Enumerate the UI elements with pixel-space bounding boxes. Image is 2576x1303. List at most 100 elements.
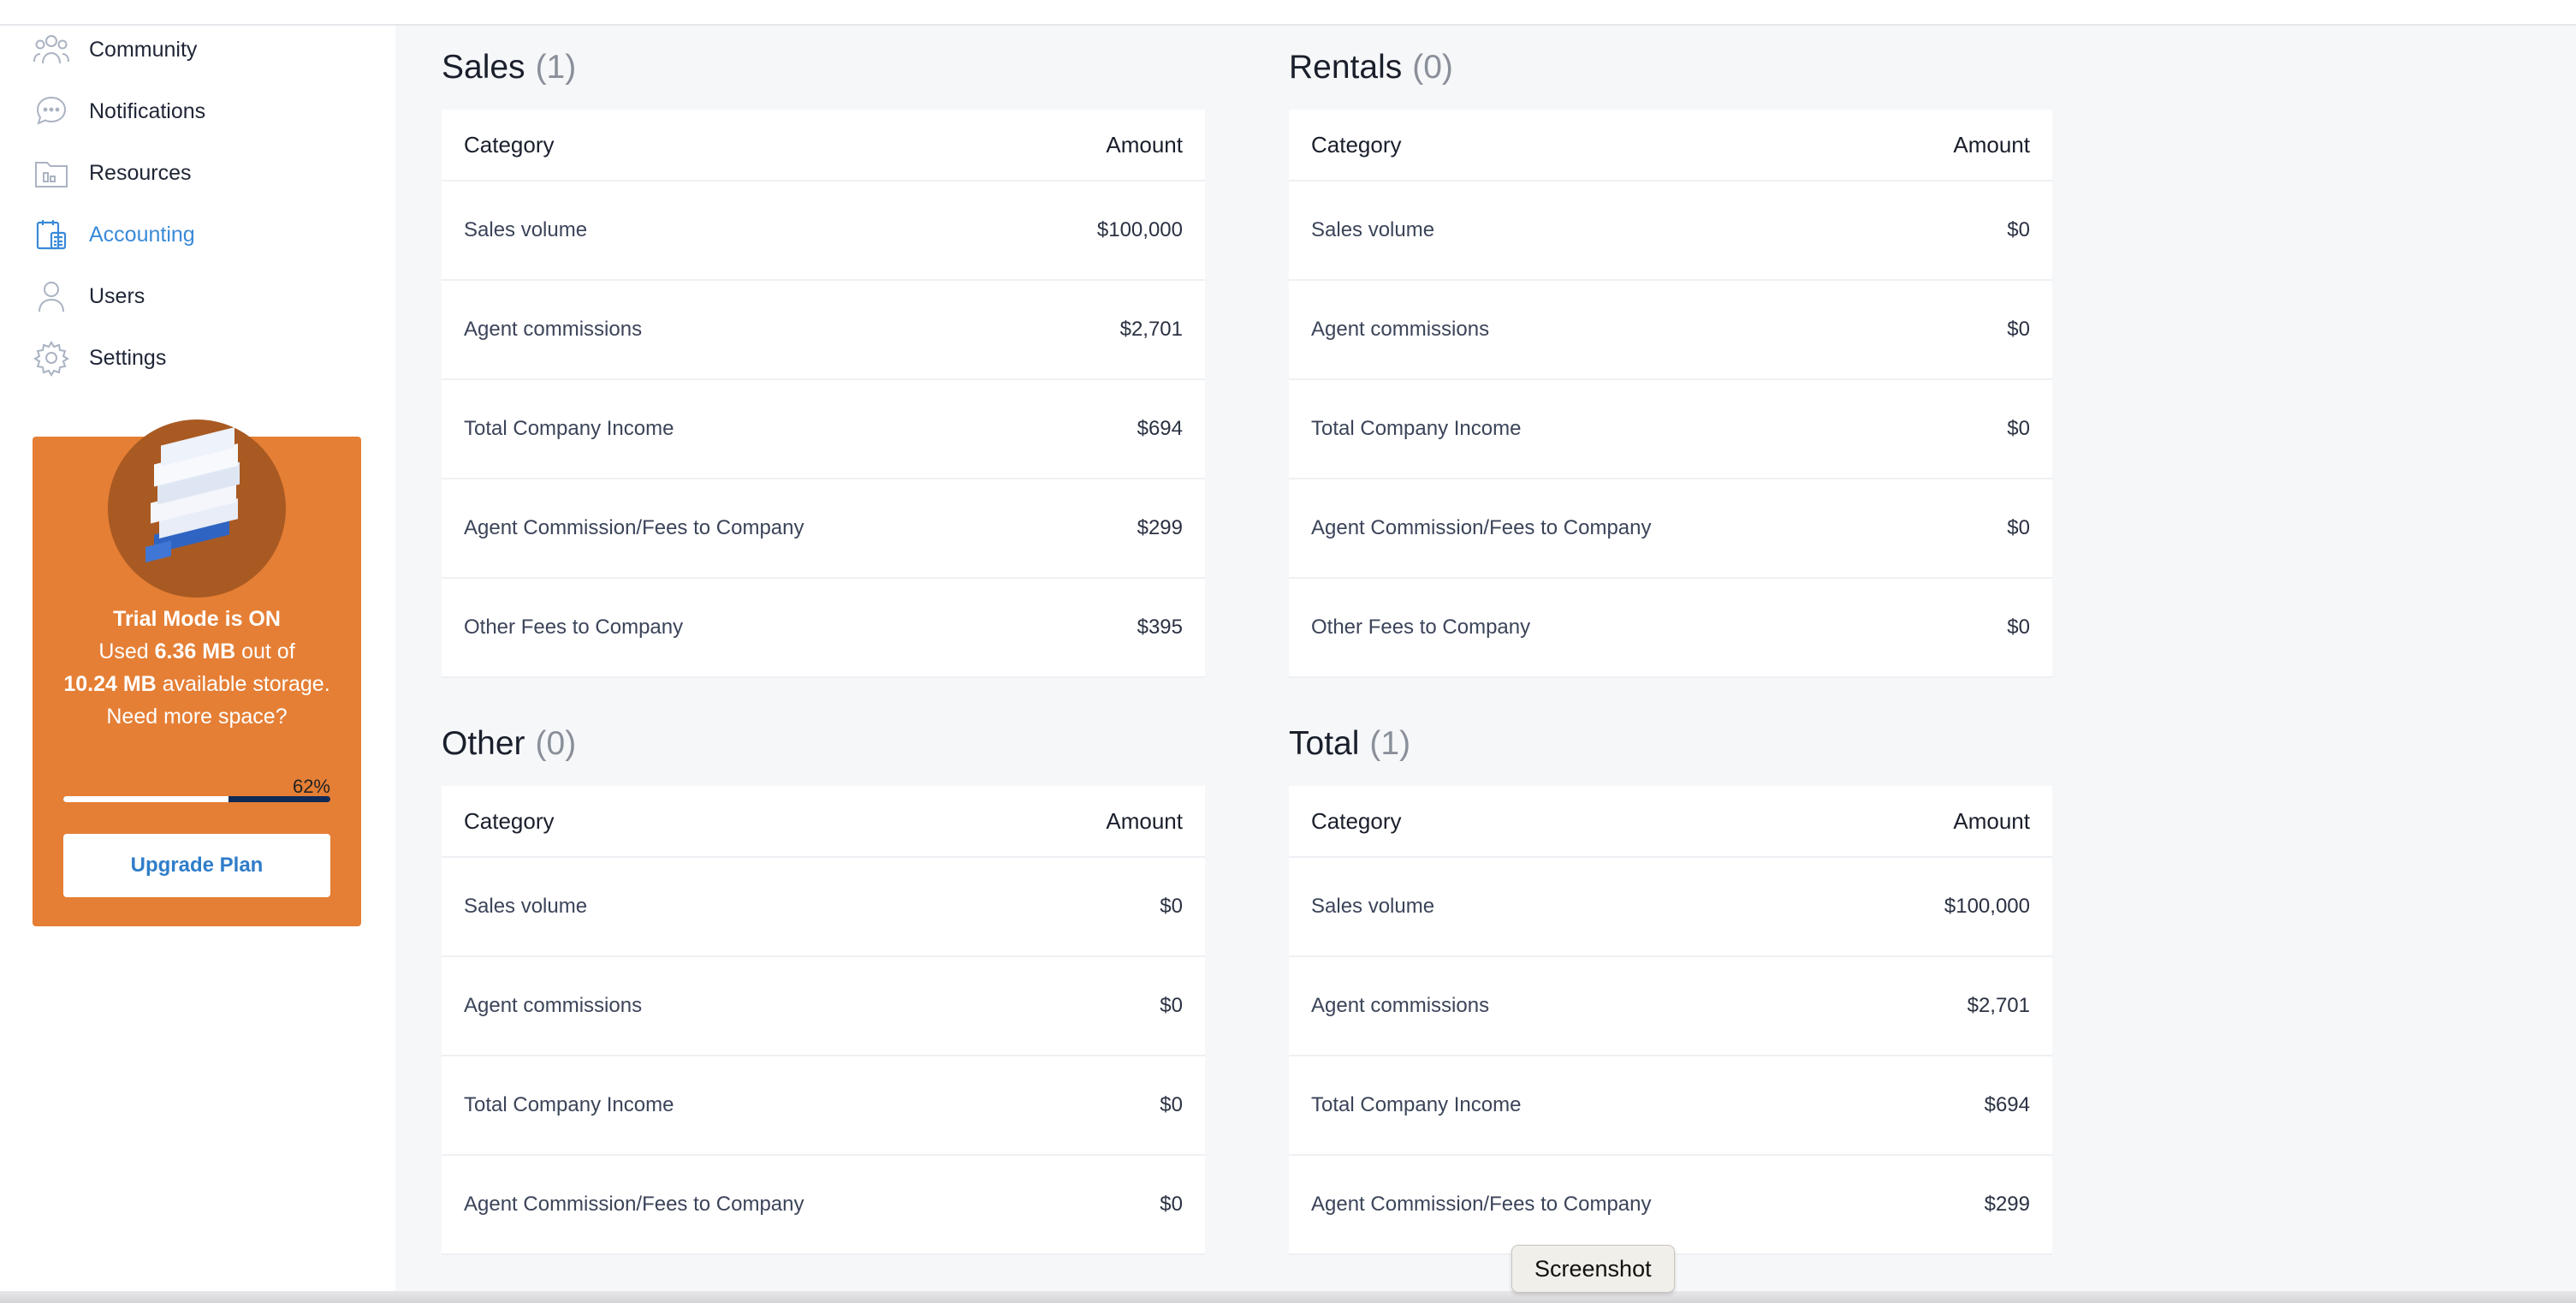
table-header: Category Amount bbox=[442, 110, 1205, 181]
row-category: Other Fees to Company bbox=[1311, 616, 1531, 639]
row-amount: $0 bbox=[1160, 994, 1183, 1017]
row-amount: $0 bbox=[1160, 895, 1183, 918]
sidebar-item-accounting[interactable]: Accounting bbox=[33, 212, 375, 257]
section-title: Rentals (0) bbox=[1289, 26, 2052, 110]
section-count: (1) bbox=[1369, 725, 1411, 762]
sidebar: Community Notifications Resources Accoun… bbox=[0, 26, 395, 1291]
storage-progress-track bbox=[63, 796, 330, 802]
sidebar-item-resources[interactable]: Resources bbox=[33, 151, 375, 195]
table-row: Sales volume $100,000 bbox=[442, 181, 1205, 281]
row-category: Agent commissions bbox=[1311, 318, 1490, 341]
table-row: Agent Commission/Fees to Company $0 bbox=[1289, 479, 2052, 579]
table-row: Other Fees to Company $0 bbox=[1289, 579, 2052, 678]
section-count: (0) bbox=[535, 725, 577, 762]
table-header: Category Amount bbox=[1289, 786, 2052, 858]
section-title-text: Rentals bbox=[1289, 49, 1403, 86]
sidebar-item-label: Users bbox=[89, 283, 145, 308]
table-header: Category Amount bbox=[1289, 110, 2052, 181]
row-amount: $0 bbox=[2007, 616, 2030, 639]
table-row: Other Fees to Company $395 bbox=[442, 579, 1205, 678]
total-section: Total (1) Category Amount Sales volume $1… bbox=[1289, 702, 2052, 1255]
community-icon bbox=[33, 31, 70, 68]
browser-top-bar bbox=[0, 0, 2576, 26]
row-amount: $0 bbox=[2007, 218, 2030, 241]
users-icon bbox=[33, 277, 70, 315]
row-category: Total Company Income bbox=[464, 1093, 674, 1116]
row-category: Total Company Income bbox=[1311, 1093, 1522, 1116]
row-amount: $299 bbox=[1984, 1193, 2030, 1216]
row-amount: $0 bbox=[1160, 1193, 1183, 1216]
row-amount: $2,701 bbox=[1119, 318, 1183, 341]
sales-table: Category Amount Sales volume $100,000 Age… bbox=[442, 110, 1205, 678]
row-amount: $2,701 bbox=[1967, 994, 2030, 1017]
category-header: Category bbox=[1311, 807, 1402, 834]
trial-message: Trial Mode is ON Used 6.36 MB out of 10.… bbox=[33, 603, 361, 733]
trial-title: Trial Mode is ON bbox=[113, 607, 281, 631]
rentals-table: Category Amount Sales volume $0 Agent com… bbox=[1289, 110, 2052, 678]
row-amount: $100,000 bbox=[1944, 895, 2030, 918]
screenshot-tooltip: Screenshot bbox=[1511, 1245, 1675, 1293]
trial-used-value: 6.36 MB bbox=[154, 640, 236, 663]
sidebar-item-label: Notifications bbox=[89, 98, 206, 123]
table-row: Agent Commission/Fees to Company $0 bbox=[442, 1156, 1205, 1255]
row-amount: $0 bbox=[2007, 516, 2030, 539]
row-amount: $100,000 bbox=[1096, 218, 1183, 241]
row-category: Agent Commission/Fees to Company bbox=[464, 516, 804, 539]
section-count: (1) bbox=[535, 49, 577, 86]
main-content: Sales (1) Category Amount Sales volume $1… bbox=[395, 26, 2576, 1291]
gear-icon bbox=[33, 339, 70, 377]
sidebar-item-label: Community bbox=[89, 37, 198, 62]
sales-section: Sales (1) Category Amount Sales volume $1… bbox=[442, 26, 1205, 678]
section-title: Other (0) bbox=[442, 702, 1205, 786]
table-row: Agent commissions $2,701 bbox=[1289, 957, 2052, 1056]
row-amount: $0 bbox=[2007, 318, 2030, 341]
amount-header: Amount bbox=[1106, 807, 1183, 834]
amount-header: Amount bbox=[1106, 131, 1183, 158]
section-title-text: Other bbox=[442, 725, 525, 762]
rentals-section: Rentals (0) Category Amount Sales volume… bbox=[1289, 26, 2052, 678]
row-category: Sales volume bbox=[464, 895, 588, 918]
row-category: Other Fees to Company bbox=[464, 616, 684, 639]
accounting-icon bbox=[33, 216, 70, 253]
table-row: Sales volume $0 bbox=[1289, 181, 2052, 281]
storage-progress: 62% bbox=[63, 776, 361, 802]
table-row: Sales volume $0 bbox=[442, 858, 1205, 957]
row-amount: $0 bbox=[2007, 417, 2030, 440]
table-row: Agent Commission/Fees to Company $299 bbox=[1289, 1156, 2052, 1255]
notifications-icon bbox=[33, 92, 70, 130]
table-row: Agent commissions $0 bbox=[442, 957, 1205, 1056]
storage-progress-fill bbox=[63, 796, 229, 802]
row-category: Total Company Income bbox=[464, 417, 674, 440]
section-title-text: Sales bbox=[442, 49, 525, 86]
total-table: Category Amount Sales volume $100,000 Age… bbox=[1289, 786, 2052, 1255]
window-bottom-edge bbox=[0, 1291, 2576, 1303]
amount-header: Amount bbox=[1953, 131, 2030, 158]
section-title-text: Total bbox=[1289, 725, 1360, 762]
sidebar-item-label: Settings bbox=[89, 345, 167, 370]
row-amount: $694 bbox=[1137, 417, 1183, 440]
table-row: Total Company Income $0 bbox=[1289, 380, 2052, 479]
row-category: Sales volume bbox=[464, 218, 588, 241]
row-category: Agent Commission/Fees to Company bbox=[1311, 516, 1652, 539]
other-section: Other (0) Category Amount Sales volume $0… bbox=[442, 702, 1205, 1255]
sidebar-item-label: Resources bbox=[89, 160, 192, 185]
upgrade-plan-button[interactable]: Upgrade Plan bbox=[63, 834, 330, 897]
sidebar-item-community[interactable]: Community bbox=[33, 27, 375, 72]
section-title: Total (1) bbox=[1289, 702, 2052, 786]
table-row: Total Company Income $694 bbox=[1289, 1056, 2052, 1156]
table-row: Total Company Income $0 bbox=[442, 1056, 1205, 1156]
trial-available-text: available storage. bbox=[162, 672, 330, 696]
row-category: Agent commissions bbox=[464, 318, 643, 341]
row-category: Total Company Income bbox=[1311, 417, 1522, 440]
table-row: Agent commissions $0 bbox=[1289, 281, 2052, 380]
sidebar-item-users[interactable]: Users bbox=[33, 274, 375, 318]
row-category: Agent commissions bbox=[1311, 994, 1490, 1017]
trial-out-of: out of bbox=[241, 640, 295, 663]
trial-total-value: 10.24 MB bbox=[63, 672, 157, 696]
sidebar-item-settings[interactable]: Settings bbox=[33, 336, 375, 380]
row-category: Agent commissions bbox=[464, 994, 643, 1017]
trial-storage-card: Trial Mode is ON Used 6.36 MB out of 10.… bbox=[33, 419, 361, 926]
sidebar-item-notifications[interactable]: Notifications bbox=[33, 89, 375, 134]
row-category: Sales volume bbox=[1311, 895, 1435, 918]
table-row: Total Company Income $694 bbox=[442, 380, 1205, 479]
